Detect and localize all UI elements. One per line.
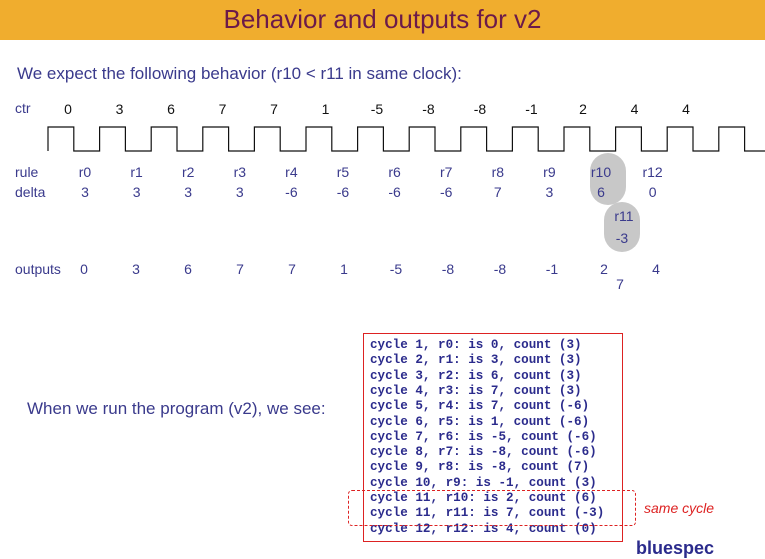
output-value: -8 bbox=[493, 261, 507, 277]
highlight-r10 bbox=[590, 153, 626, 205]
rule-value: r1 bbox=[130, 164, 143, 180]
ctr-value: -1 bbox=[525, 101, 538, 117]
ctr-value: 2 bbox=[579, 101, 587, 117]
delta-value: 3 bbox=[235, 184, 244, 200]
delta-value: 3 bbox=[132, 184, 141, 200]
ctr-value: 7 bbox=[218, 101, 227, 117]
logo: bluespec bbox=[636, 538, 715, 558]
output-value: 4 bbox=[652, 261, 660, 277]
highlight-r11 bbox=[604, 202, 640, 252]
output-value: -5 bbox=[389, 261, 403, 277]
run-text: When we run the program (v2), we see: bbox=[27, 399, 326, 418]
extra-delta: -3 bbox=[615, 230, 629, 246]
intro-text: We expect the following behavior (r10 < … bbox=[17, 64, 462, 83]
same-cycle-note: same cycle bbox=[644, 500, 715, 516]
output-value: 2 bbox=[600, 261, 608, 277]
output-value: 6 bbox=[184, 261, 192, 277]
delta-value: 3 bbox=[184, 184, 193, 200]
same-cycle-box bbox=[348, 490, 636, 526]
ctr-value: 3 bbox=[115, 101, 124, 117]
clock-waveform bbox=[47, 126, 765, 152]
outputs-label: outputs bbox=[15, 261, 61, 277]
rule-value: r12 bbox=[642, 164, 663, 180]
rule-value: r6 bbox=[388, 164, 401, 180]
delta-value: 7 bbox=[493, 184, 502, 200]
log-line: cycle 11, r10: is 2, count (6) bbox=[370, 491, 597, 505]
ctr-value: -8 bbox=[473, 101, 487, 117]
delta-value: 3 bbox=[81, 184, 89, 200]
log-line: cycle 7, r6: is -5, count (-6) bbox=[370, 429, 597, 444]
log-line: cycle 11, r11: is 7, count (-3) bbox=[370, 506, 605, 521]
output-value: 1 bbox=[340, 261, 348, 277]
log-line: cycle 9, r8: is -8, count (7) bbox=[370, 460, 590, 475]
rule-value: r10 bbox=[590, 164, 612, 180]
title-bar bbox=[0, 0, 765, 40]
delta-value: 6 bbox=[597, 184, 605, 200]
ctr-value: 1 bbox=[321, 101, 330, 117]
output-value: 0 bbox=[80, 261, 88, 277]
rule-label: rule bbox=[15, 164, 39, 180]
extra-output: 7 bbox=[616, 276, 624, 292]
slide-title: Behavior and outputs for v2 bbox=[223, 4, 542, 34]
rule-value: r7 bbox=[439, 164, 453, 180]
output-value: -1 bbox=[545, 261, 559, 277]
clock-signal bbox=[47, 126, 765, 152]
log-line: cycle 3, r2: is 6, count (3) bbox=[370, 368, 582, 383]
rule-value: r8 bbox=[491, 164, 505, 180]
log-line: cycle 1, r0: is 0, count (3) bbox=[370, 338, 582, 352]
rule-value: r5 bbox=[336, 164, 350, 180]
log-line: cycle 2, r1: is 3, count (3) bbox=[370, 353, 582, 368]
output-value: 7 bbox=[236, 261, 244, 277]
ctr-value: -8 bbox=[422, 101, 435, 117]
delta-label: delta bbox=[15, 184, 46, 200]
extra-rule: r11 bbox=[614, 208, 634, 224]
output-value: -8 bbox=[441, 261, 455, 277]
ctr-value: 4 bbox=[682, 101, 690, 117]
log-line: cycle 4, r3: is 7, count (3) bbox=[370, 383, 582, 398]
ctr-value: 0 bbox=[64, 101, 72, 117]
output-value: 3 bbox=[132, 261, 140, 277]
ctr-value: 6 bbox=[167, 101, 175, 117]
delta-value: -6 bbox=[336, 184, 350, 200]
rule-value: r4 bbox=[285, 164, 298, 180]
log-line: cycle 8, r7: is -8, count (-6) bbox=[370, 445, 597, 460]
delta-value: 0 bbox=[648, 184, 657, 200]
delta-value: -6 bbox=[285, 184, 298, 200]
log-line: cycle 10, r9: is -1, count (3) bbox=[370, 475, 597, 490]
log-line: cycle 5, r4: is 7, count (-6) bbox=[370, 399, 590, 414]
rule-value: r0 bbox=[78, 164, 92, 180]
rule-value: r9 bbox=[543, 164, 556, 180]
ctr-value: 7 bbox=[270, 101, 278, 117]
rule-value: r3 bbox=[233, 164, 247, 180]
delta-value: -6 bbox=[439, 184, 453, 200]
rule-value: r2 bbox=[181, 164, 195, 180]
log-box bbox=[363, 333, 623, 542]
output-value: 7 bbox=[288, 261, 296, 277]
ctr-label: ctr bbox=[15, 100, 31, 116]
ctr-value: -5 bbox=[370, 101, 384, 117]
delta-value: -6 bbox=[388, 184, 401, 200]
ctr-value: 4 bbox=[630, 101, 639, 117]
log-line: cycle 6, r5: is 1, count (-6) bbox=[370, 414, 590, 429]
delta-value: 3 bbox=[545, 184, 554, 200]
